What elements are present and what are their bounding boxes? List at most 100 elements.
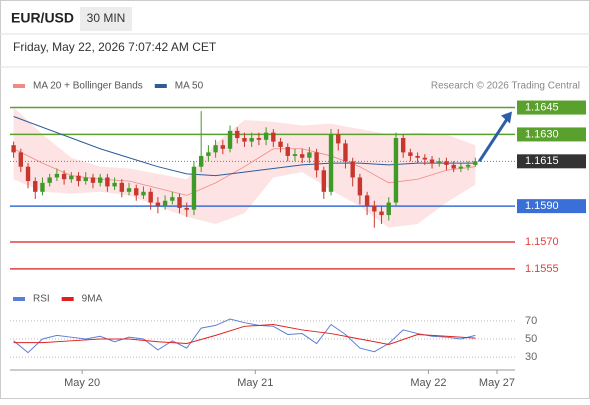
candle-body [162,200,168,207]
candle-body [249,138,254,142]
candle-body [90,177,96,183]
candle-body [119,182,125,192]
level-label: 1.1645 [525,101,559,113]
candle-body [69,175,74,180]
ma-line [13,148,476,196]
candle-body [321,170,327,192]
rsi-line [13,318,476,354]
candle-body [191,166,197,210]
candle-body [299,154,305,158]
level-label: 1.1555 [525,263,559,275]
candle-body [473,161,478,165]
candle-body [336,134,341,144]
candle-body [357,177,363,196]
candle-body [206,152,211,156]
x-tick-label: May 27 [479,377,515,389]
level-label: 1.1590 [525,200,559,212]
candle-body [307,152,312,158]
candle-body [372,206,377,212]
candle-body [271,132,276,142]
candle-body [263,132,269,140]
timestamp: Friday, May 22, 2026 7:07:42 AM CET [13,40,217,54]
level-label: 1.1570 [525,236,559,248]
symbol: EUR/USD [11,10,74,26]
candle-body [422,157,428,160]
candle-body [465,164,471,167]
candle-body [393,138,399,203]
legend-label: 9MA [82,294,103,305]
level-label: 1.1615 [525,155,559,167]
level-box [517,199,586,214]
legend-label: RSI [33,294,50,305]
candle-body [184,207,189,210]
candle-body [155,202,161,207]
candle-body [328,134,334,192]
legend-label: MA 20 + Bollinger Bands [33,81,143,92]
candle-body [33,181,38,192]
arrow [478,116,510,163]
candle-body [400,138,406,153]
candle-body [256,138,262,140]
candle-body [343,143,348,162]
candle-body [148,191,153,203]
candle-body [227,130,233,149]
candle-body [25,166,31,182]
x-tick-label: May 20 [64,377,100,389]
candle-body [242,138,247,142]
level-box [517,100,586,115]
candle-body [112,182,117,187]
level-box [517,127,586,142]
candle-body [134,188,139,196]
legend-swatch [13,297,25,301]
candle-body [350,161,355,178]
candle-body [47,177,52,183]
candle-body [83,177,88,182]
legend-swatch [13,84,25,88]
candle-body [170,197,175,201]
ma-line [13,116,476,177]
candle-body [314,152,319,171]
candle-body [437,161,442,164]
candle-body [458,166,464,169]
candle-body [198,155,204,167]
candle-body [386,202,391,216]
candle-body [40,182,45,192]
candle-body [213,145,218,153]
level-box [517,154,586,169]
candle-body [54,173,60,178]
candle-body [415,155,420,158]
x-tick-label: May 21 [237,377,273,389]
candle-body [61,173,67,180]
y-tick-label: 70 [525,315,537,327]
interval-box [80,7,132,31]
candle-body [451,164,456,169]
arrow-head [501,111,512,124]
candle-body [292,154,298,156]
x-tick-label: May 22 [410,377,446,389]
candle-body [11,145,16,153]
legend-swatch [61,297,74,301]
candle-body [235,130,240,139]
candle-body [408,152,413,156]
legend-label: MA 50 [175,81,204,92]
candle-body [285,146,290,156]
candle-body [105,177,110,187]
rsi-line [13,323,476,345]
candle-body [126,188,132,192]
candle-body [177,197,182,208]
y-tick-label: 30 [525,351,537,363]
candle-body [76,175,81,182]
candle-body [278,141,283,147]
level-label: 1.1630 [525,128,559,140]
y-tick-label: 50 [525,333,537,345]
candle-body [379,211,384,216]
candle-body [364,195,370,207]
candle-body [444,161,449,165]
candle-body [18,152,24,167]
candle-body [429,159,435,164]
interval: 30 MIN [87,11,126,25]
candle-body [141,191,146,196]
candle-body [220,145,226,149]
source: Research © 2026 Trading Central [431,81,580,92]
